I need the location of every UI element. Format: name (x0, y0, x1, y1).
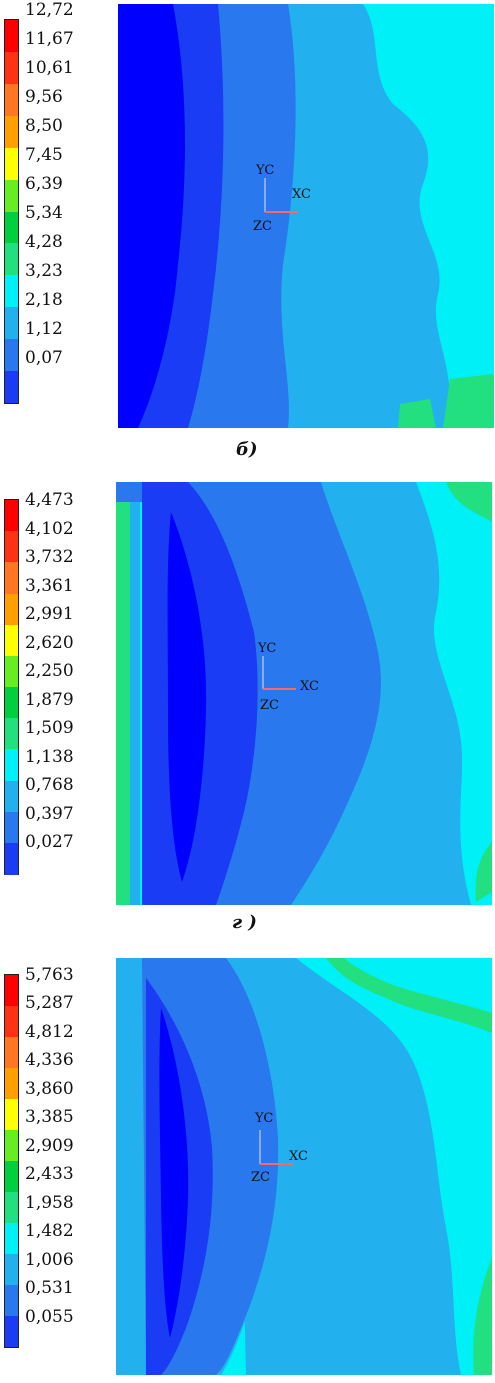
z-axis-label: ZC (251, 1170, 270, 1184)
color-band (5, 1099, 18, 1130)
color-scale-bar-1 (4, 19, 19, 404)
legend-label: 5,763 (25, 965, 74, 985)
legend-label: 4,28 (25, 232, 63, 252)
legend-label: 0,397 (25, 804, 74, 824)
color-band (5, 179, 18, 212)
legend-label: 0,531 (25, 1278, 74, 1298)
legend-label: 2,433 (25, 1164, 74, 1184)
legend-label: 3,732 (25, 547, 74, 567)
color-band (5, 1254, 18, 1285)
color-band (5, 718, 18, 751)
color-band (5, 371, 18, 404)
color-band (5, 83, 18, 116)
legend-label: 4,102 (25, 519, 74, 539)
legend-label: 4,473 (25, 490, 74, 510)
x-axis-label: XC (292, 187, 311, 202)
legend-label: 2,620 (25, 633, 74, 653)
axis-triad-3: YC XC ZC (251, 1111, 308, 1184)
legend-label: 7,45 (25, 145, 63, 165)
panel-caption-1: б) (236, 439, 258, 460)
color-band (5, 500, 18, 532)
legend-label: 10,61 (25, 58, 74, 78)
legend-label: 1,879 (25, 690, 74, 710)
legend-label: 0,027 (25, 832, 74, 852)
color-band (5, 1223, 18, 1254)
color-band (5, 1006, 18, 1037)
contour-plot-1 (118, 4, 494, 428)
legend-panel-1: 12,72 11,67 10,61 9,56 8,50 7,45 6,39 5,… (0, 0, 90, 420)
color-band (5, 593, 18, 626)
color-band (5, 1192, 18, 1223)
legend-label: 2,250 (25, 661, 74, 681)
legend-label: 3,860 (25, 1079, 74, 1099)
color-band (5, 975, 18, 1006)
color-band (5, 1130, 18, 1161)
legend-label: 6,39 (25, 174, 63, 194)
legend-label: 1,958 (25, 1193, 74, 1213)
x-axis-label: XC (300, 679, 319, 694)
color-band (5, 811, 18, 844)
color-band (5, 339, 18, 372)
legend-label: 3,385 (25, 1107, 74, 1127)
legend-label: 4,812 (25, 1022, 74, 1042)
legend-label: 1,482 (25, 1221, 74, 1241)
color-band (5, 147, 18, 180)
color-band (5, 51, 18, 84)
legend-label: 8,50 (25, 116, 63, 136)
legend-label: 2,909 (25, 1136, 74, 1156)
legend-label: 4,336 (25, 1050, 74, 1070)
axis-triad-1: YC XC ZC (253, 163, 311, 234)
legend-label: 1,138 (25, 747, 74, 767)
legend-label: 2,991 (25, 604, 74, 624)
color-band (5, 842, 18, 875)
color-band (5, 1037, 18, 1068)
legend-label: 5,287 (25, 993, 74, 1013)
legend-label: 3,361 (25, 576, 74, 596)
color-band (5, 687, 18, 719)
color-band (5, 1161, 18, 1192)
color-scale-bar-2 (4, 499, 19, 875)
legend-label: 12,72 (25, 0, 74, 20)
panel-caption-2: г ) (232, 912, 257, 933)
y-axis-label: YC (254, 1111, 273, 1126)
color-band (5, 749, 18, 782)
legend-label: 0,768 (25, 775, 74, 795)
color-band (5, 1068, 18, 1099)
y-axis-label: YC (255, 163, 274, 178)
color-band (5, 624, 18, 657)
color-band (5, 307, 18, 340)
legend-label: 0,07 (25, 348, 63, 368)
color-band (5, 20, 18, 52)
legend-panel-2: 4,473 4,102 3,732 3,361 2,991 2,620 2,25… (0, 490, 90, 890)
legend-label: 0,055 (25, 1307, 74, 1327)
x-axis-label: XC (289, 1149, 308, 1164)
color-band (5, 780, 18, 813)
z-axis-label: ZC (260, 698, 279, 713)
color-scale-bar-3 (4, 974, 19, 1348)
axis-triad-2: YC XC ZC (257, 641, 319, 713)
legend-label: 5,34 (25, 203, 63, 223)
legend-label: 1,12 (25, 319, 63, 339)
legend-label: 9,56 (25, 87, 63, 107)
color-band (5, 243, 18, 276)
color-band (5, 1285, 18, 1316)
legend-label: 1,006 (25, 1250, 74, 1270)
color-band (5, 115, 18, 148)
y-axis-label: YC (257, 641, 276, 656)
legend-label: 3,23 (25, 261, 63, 281)
z-axis-label: ZC (253, 219, 272, 234)
contour-plot-2 (116, 482, 492, 905)
contour-plot-3 (116, 958, 492, 1375)
color-band (5, 275, 18, 308)
legend-panel-3: 5,763 5,287 4,812 4,336 3,860 3,385 2,90… (0, 965, 90, 1365)
color-band (5, 531, 18, 564)
color-band (5, 562, 18, 595)
color-band (5, 1316, 18, 1347)
legend-label: 1,509 (25, 718, 74, 738)
color-band (5, 655, 18, 688)
legend-label: 2,18 (25, 290, 63, 310)
color-band (5, 211, 18, 244)
legend-label: 11,67 (25, 29, 74, 49)
